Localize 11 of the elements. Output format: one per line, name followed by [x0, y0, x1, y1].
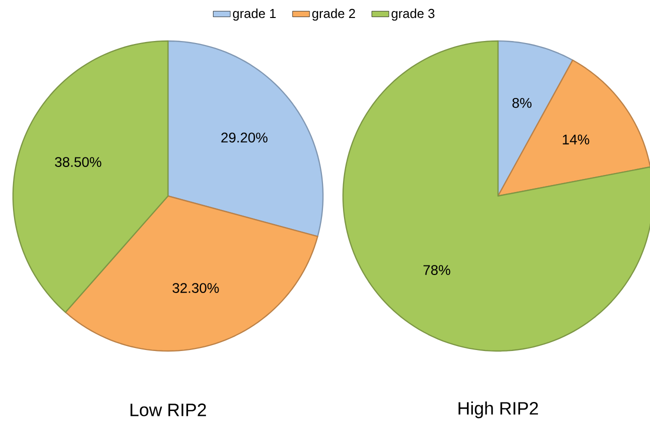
legend-label: grade 1 — [232, 8, 276, 21]
data-label: 29.20% — [221, 132, 268, 143]
data-label: 8% — [512, 98, 532, 108]
data-label: 32.30% — [172, 283, 219, 293]
data-label: 38.50% — [54, 157, 102, 167]
legend-label: grade 2 — [312, 8, 355, 21]
data-label: 78% — [424, 265, 450, 275]
text: Low RIP2 — [130, 404, 206, 416]
data-label: 14% — [562, 134, 590, 144]
text: High RIP2 — [458, 402, 538, 418]
legend-label: grade 3 — [392, 8, 434, 21]
